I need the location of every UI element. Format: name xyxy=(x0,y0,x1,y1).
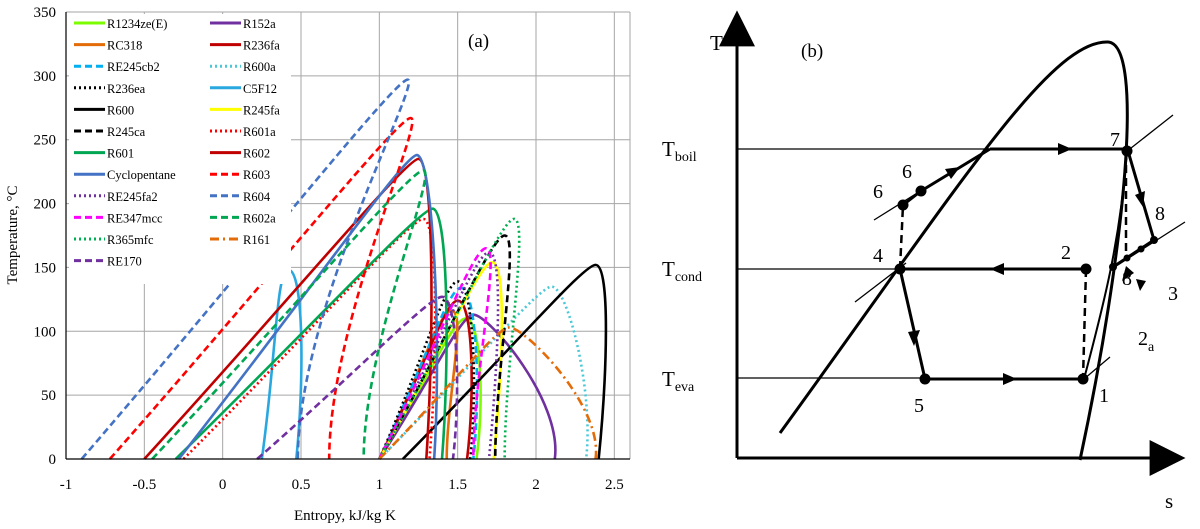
legend-label: R245ca xyxy=(107,125,146,139)
process-4-5 xyxy=(898,268,927,380)
legend-label: R602a xyxy=(243,211,276,225)
point-label: 7 xyxy=(1110,129,1120,151)
y-axis-label: Temperature, °C xyxy=(5,185,21,284)
y-tick-label: 250 xyxy=(34,133,57,149)
legend-label: R602 xyxy=(243,147,270,161)
point-label: 8 xyxy=(1122,268,1132,290)
series-curve xyxy=(378,280,476,460)
series-curve xyxy=(177,153,439,460)
state-points xyxy=(894,145,1158,385)
label-t-eva: Teva xyxy=(662,367,695,395)
flow-arrows xyxy=(908,143,1146,385)
legend-label: R603 xyxy=(243,168,270,182)
legend-label: R245fa xyxy=(243,103,280,117)
tangent-7 xyxy=(1125,114,1174,153)
point-label: 8 xyxy=(1155,203,1165,225)
panel-label-b: (b) xyxy=(801,41,823,62)
y-tick-label: 0 xyxy=(49,452,57,468)
series-curve xyxy=(401,263,608,460)
legend-label: R600 xyxy=(107,103,134,117)
point-label: 6 xyxy=(902,161,912,183)
legend-label: R236ea xyxy=(107,82,146,96)
point-label: 1 xyxy=(1099,385,1109,407)
series-curve xyxy=(378,326,598,460)
y-tick-label: 300 xyxy=(34,69,57,85)
legend-label: RE347mcc xyxy=(107,211,163,225)
series-curve xyxy=(143,157,433,460)
tangent-8 xyxy=(1109,221,1186,271)
y-tick-label: 200 xyxy=(34,197,57,213)
y-tick-label: 50 xyxy=(41,388,56,404)
legend-label: RE245cb2 xyxy=(107,60,160,74)
legend-label: RC318 xyxy=(107,39,142,53)
label-t-boil: Tboil xyxy=(662,137,697,165)
curves xyxy=(80,78,608,460)
x-tick-label: 0 xyxy=(219,477,227,493)
series-curve xyxy=(108,116,414,460)
x-tick-label: 1.5 xyxy=(448,477,467,493)
x-tick-label: 0.5 xyxy=(292,477,311,493)
x-tick-label: 2.5 xyxy=(605,477,624,493)
x-tick-label: 1 xyxy=(376,477,384,493)
point-label: 3 xyxy=(1168,283,1178,305)
chart-a: -1 -0.5 0 0.5 1 1.5 2 2.5050100150200250300350 … xyxy=(5,5,631,524)
legend-label: R601a xyxy=(243,125,276,139)
point-label: 5 xyxy=(914,395,924,417)
point-label: 2 xyxy=(1061,242,1071,264)
panel-label-a: (a) xyxy=(468,31,489,52)
x-tick-label: -0.5 xyxy=(132,477,156,493)
legend-label: R1234ze(E) xyxy=(107,17,167,31)
tangent-2a xyxy=(1083,356,1111,380)
legend-label: C5F12 xyxy=(243,82,277,96)
legend-label: RE170 xyxy=(107,255,142,269)
process-8-2 xyxy=(1112,238,1155,269)
pump-4-6 xyxy=(898,204,905,270)
x-axis-label: Entropy, kJ/kg K xyxy=(294,508,396,524)
legend-label: R365mfc xyxy=(107,233,154,247)
legend-label: RE245fa2 xyxy=(107,190,158,204)
point-label: 2a xyxy=(1138,328,1155,355)
y-tick-label: 350 xyxy=(34,5,57,21)
series-curve xyxy=(378,246,492,460)
legend-label: R161 xyxy=(243,233,270,247)
legend-label: R236fa xyxy=(243,39,280,53)
series-curve xyxy=(80,78,411,460)
s-axis-label: s xyxy=(1165,489,1173,513)
t-axis-label: T xyxy=(710,31,723,55)
point-label: 6 xyxy=(873,181,883,203)
chart-b: T s (b) xyxy=(662,10,1186,513)
legend-label: R600a xyxy=(243,60,276,74)
expansion-7-2a xyxy=(1083,151,1128,380)
y-tick-label: 100 xyxy=(34,324,57,340)
legend: R1234ze(E) R152a RC318 R236fa RE245cb2 R600a R… xyxy=(69,14,291,284)
expansion-2-1 xyxy=(1081,268,1088,380)
point-label: 4 xyxy=(873,245,883,267)
series-curve xyxy=(256,295,459,460)
axes xyxy=(65,12,630,460)
legend-label: R601 xyxy=(107,147,134,161)
legend-label: R152a xyxy=(243,17,276,31)
series-curve xyxy=(378,234,512,460)
series-curve xyxy=(378,217,521,460)
label-t-cond: Tcond xyxy=(662,257,702,285)
x-tick-label: 2 xyxy=(532,477,540,493)
tick-labels: -1 -0.5 0 0.5 1 1.5 2 2.5 0 50 100 150 200 250 300 350 xyxy=(34,5,624,493)
series-curve xyxy=(151,169,427,460)
legend-box xyxy=(69,14,291,284)
saturation-dome xyxy=(778,40,1129,461)
x-tick-label: -1 xyxy=(60,477,73,493)
legend-label: R604 xyxy=(243,190,271,204)
y-tick-label: 150 xyxy=(34,260,57,276)
legend-label: Cyclopentane xyxy=(107,168,176,182)
